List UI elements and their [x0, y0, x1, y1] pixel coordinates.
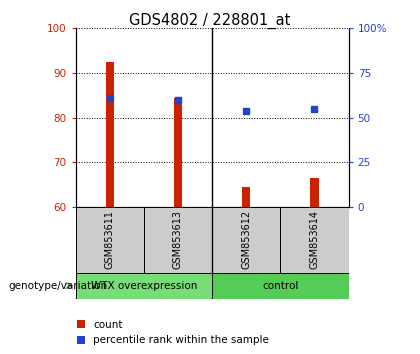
Bar: [76, 207, 144, 273]
Text: GDS4802 / 228801_at: GDS4802 / 228801_at: [129, 12, 291, 29]
Text: GSM853611: GSM853611: [105, 210, 115, 269]
Text: GSM853614: GSM853614: [310, 210, 320, 269]
Bar: [76, 273, 212, 299]
Text: GSM853613: GSM853613: [173, 210, 183, 269]
Legend: count, percentile rank within the sample: count, percentile rank within the sample: [76, 320, 269, 345]
Text: genotype/variation: genotype/variation: [8, 281, 108, 291]
Text: GSM853612: GSM853612: [241, 210, 251, 269]
Bar: [212, 273, 349, 299]
Bar: [106, 62, 114, 207]
Bar: [310, 178, 319, 207]
Bar: [144, 207, 212, 273]
Text: control: control: [262, 281, 299, 291]
Bar: [242, 187, 250, 207]
Bar: [281, 207, 349, 273]
Bar: [212, 207, 281, 273]
Text: WTX overexpression: WTX overexpression: [91, 281, 197, 291]
Bar: [174, 98, 182, 207]
